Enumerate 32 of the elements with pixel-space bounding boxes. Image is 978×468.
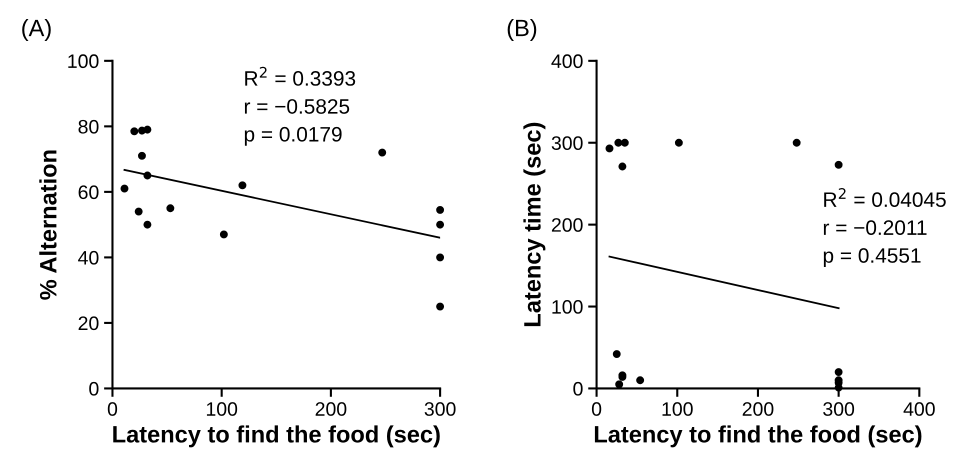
y-axis-title: % Alternation [39, 150, 57, 300]
y-tick-label: 100 [552, 300, 583, 314]
annotation: r = −0.2011 [824, 220, 927, 236]
annotation: R$^{2}$ = 0.04045 [824, 188, 946, 208]
annotation: p = 0.4551 [824, 248, 921, 267]
x-tick-label: 0 [108, 402, 118, 416]
x-tick-label: 400 [904, 402, 935, 416]
y-tick-label: 0 [89, 382, 99, 396]
annotation: p = 0.0179 [244, 126, 342, 146]
x-tick-label: 100 [206, 402, 238, 416]
y-tick-label: 200 [552, 218, 583, 232]
x-axis-title: Latency to find the food (sec) [113, 425, 440, 448]
annotation: R$^{2}$ = 0.3393 [245, 66, 356, 86]
chart-title: (B) [508, 19, 536, 42]
y-tick-label: 400 [551, 54, 583, 68]
x-tick-label: 300 [823, 402, 854, 416]
chart-title: (A) [22, 19, 51, 42]
x-axis-title: Latency to find the food (sec) [594, 425, 922, 448]
x-tick-label: 100 [662, 402, 693, 416]
annotation: r = −0.5825 [244, 99, 350, 114]
x-tick-label: 200 [742, 402, 774, 416]
x-tick-label: 200 [316, 402, 346, 416]
y-tick-label: 60 [78, 185, 99, 200]
y-tick-label: 40 [78, 250, 99, 265]
x-tick-label: 0 [592, 402, 602, 416]
x-tick-label: 300 [424, 402, 456, 416]
y-tick-label: 20 [78, 316, 99, 330]
y-tick-label: 100 [68, 54, 99, 68]
y-tick-label: 300 [552, 136, 583, 150]
y-tick-label: 0 [573, 382, 583, 396]
y-axis-title: Latency time (sec) [523, 122, 546, 326]
y-tick-label: 80 [78, 120, 99, 134]
